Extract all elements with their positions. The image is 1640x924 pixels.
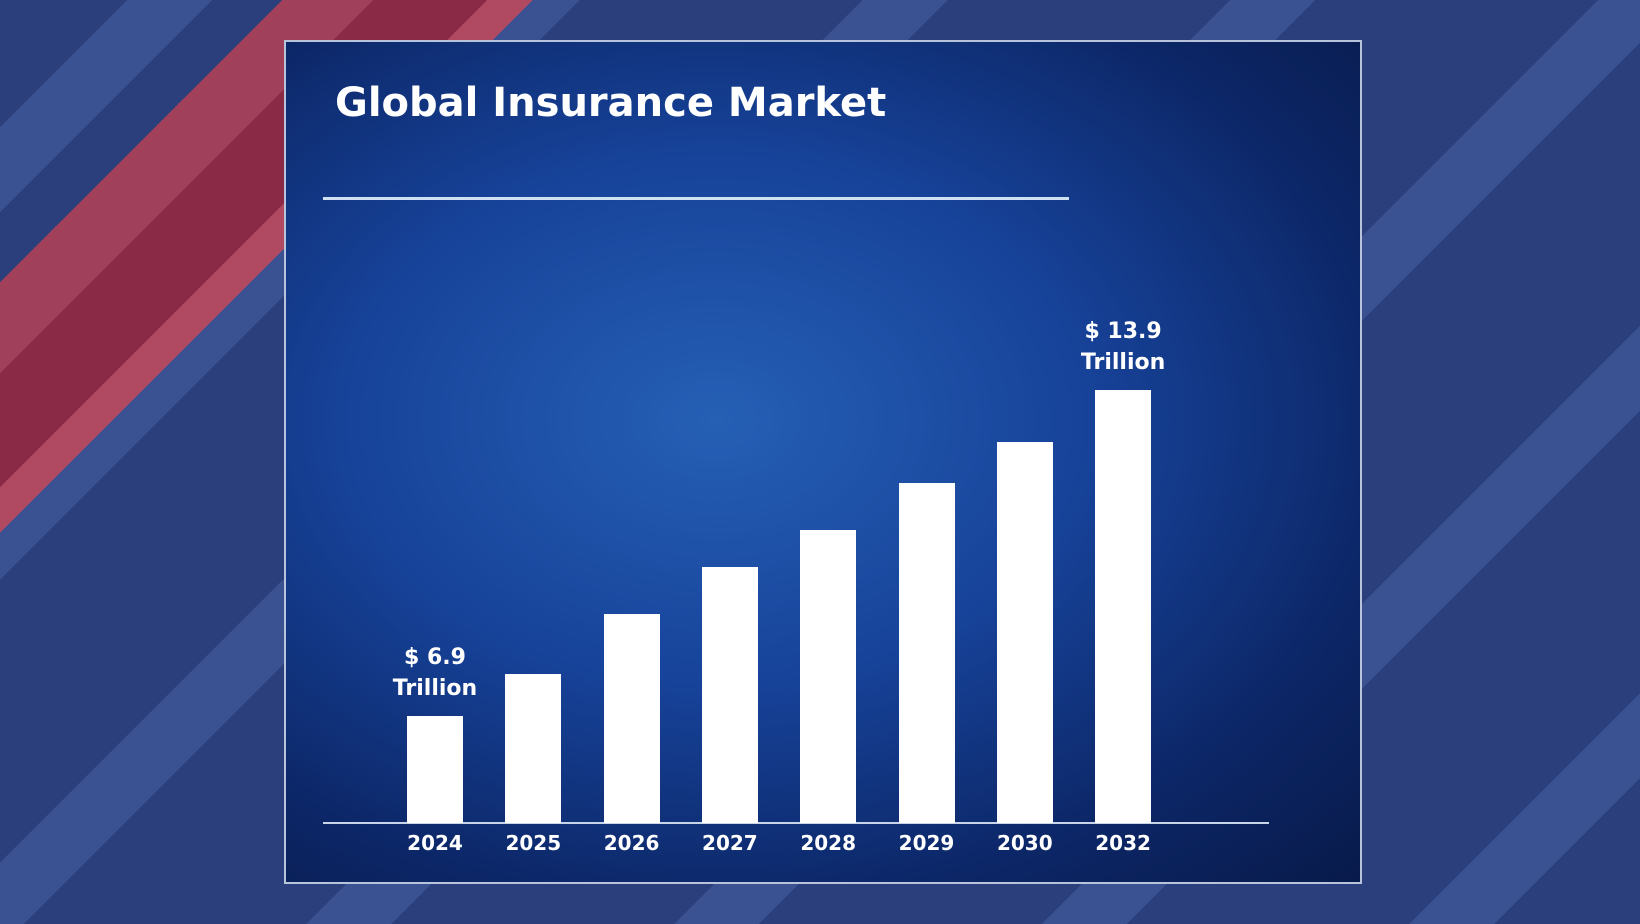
bar (898, 483, 955, 823)
x-tick-label: 2032 (1095, 831, 1151, 855)
bar (407, 716, 463, 823)
value-label: $ 13.9 Trillion (1080, 319, 1166, 376)
x-tick-label: 2026 (603, 831, 660, 855)
x-tick-label: 2028 (800, 831, 857, 855)
bar (505, 674, 562, 823)
chart-title: Global Insurance Market (335, 80, 887, 126)
bar (800, 529, 857, 823)
bar (603, 613, 660, 823)
x-tick-label: 2029 (898, 831, 955, 855)
title-rule (323, 197, 1069, 200)
baseline (323, 822, 1269, 824)
value-label: $ 6.9 Trillion (392, 645, 478, 702)
x-tick-label: 2030 (996, 831, 1053, 855)
x-tick-label: 2025 (505, 831, 562, 855)
x-tick-label: 2024 (407, 831, 463, 855)
x-tick-label: 2027 (702, 831, 758, 855)
bar (996, 441, 1053, 823)
bar (1095, 390, 1152, 823)
bar (701, 567, 758, 823)
